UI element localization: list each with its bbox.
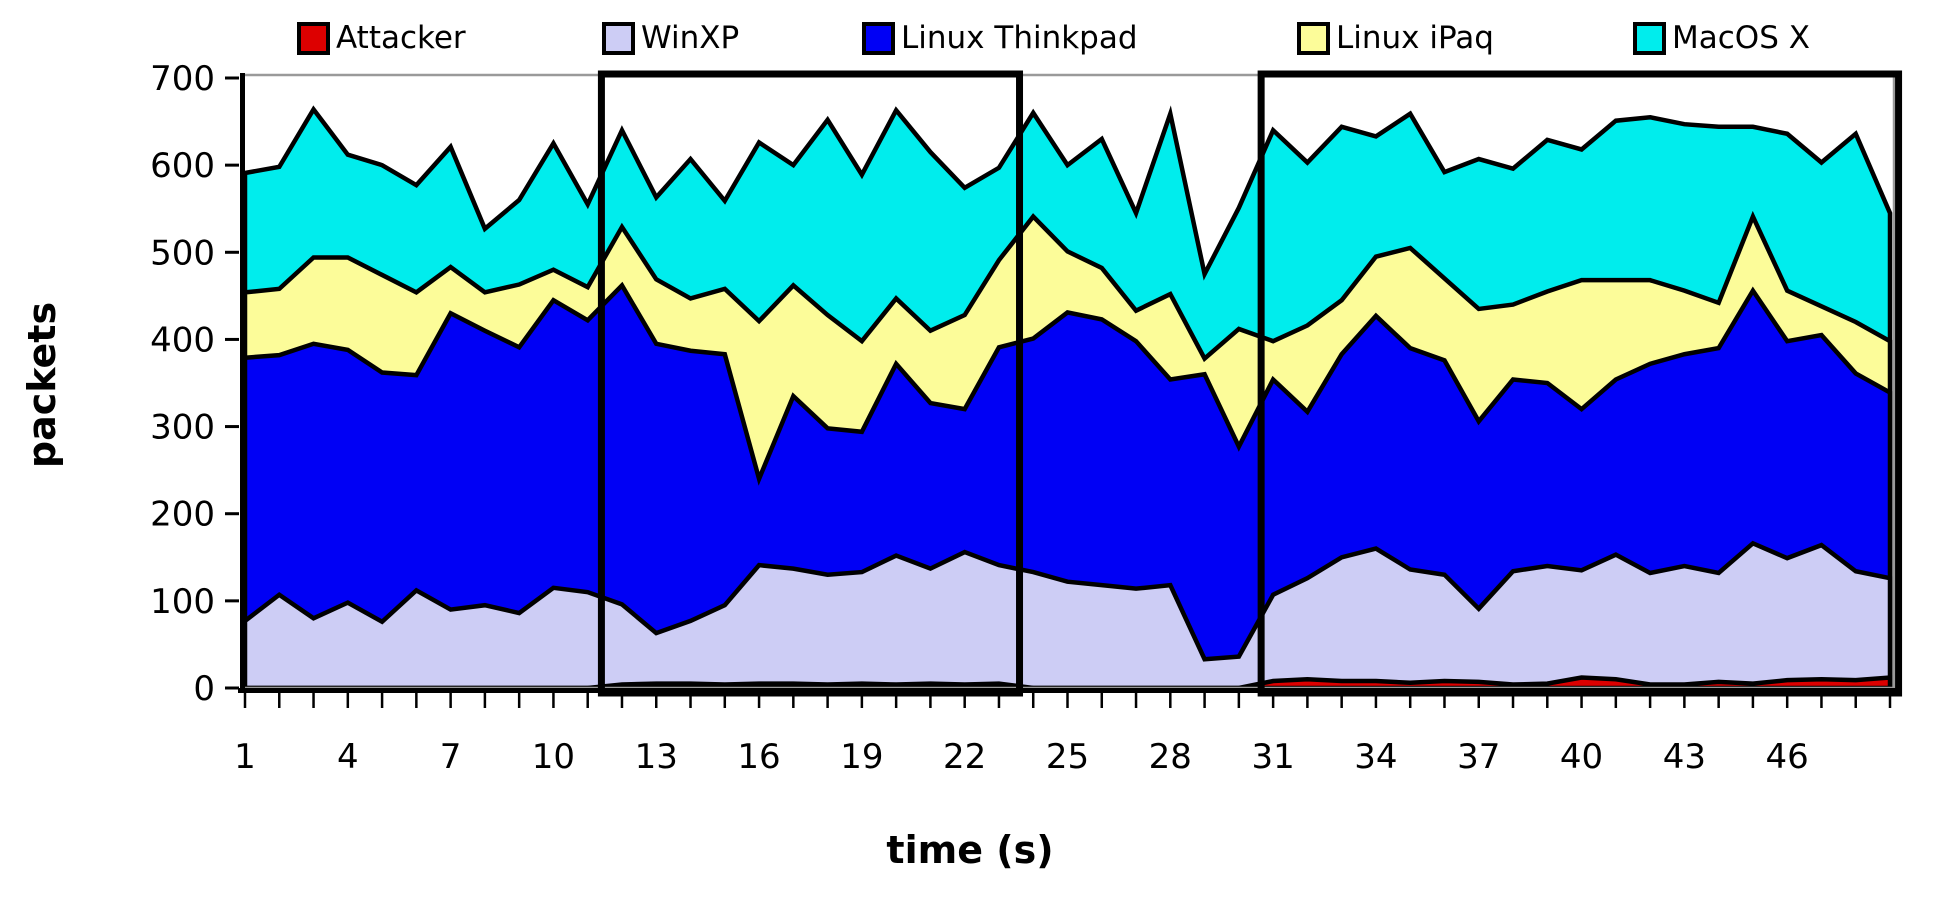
legend-item-winxp: WinXP [602,20,739,56]
legend-item-linux-ipaq: Linux iPaq [1297,20,1494,56]
legend-item-macos-x: MacOS X [1633,20,1810,56]
x-tick-label: 4 [337,737,359,777]
legend-swatch-macos-x [1633,21,1666,55]
y-tick-label: 600 [150,146,215,186]
chart-legend: Attacker WinXP Linux Thinkpad Linux iPaq Mac… [0,0,1950,60]
x-tick-label: 43 [1663,737,1706,777]
x-tick-label: 40 [1560,737,1603,777]
series-area-linux-thinkpad [242,281,1893,691]
x-tick-label: 22 [943,737,986,777]
legend-label-attacker: Attacker [336,20,466,56]
legend-item-attacker: Attacker [297,20,466,56]
x-tick-label: 25 [1046,737,1089,777]
legend-label-macos-x: MacOS X [1672,20,1810,56]
x-tick-label: 37 [1457,737,1500,777]
legend-label-linux-ipaq: Linux iPaq [1336,20,1494,56]
y-axis-ticks: 0 100 200 300 400 500 600 700 [150,59,239,709]
y-tick-label: 400 [150,320,215,360]
x-tick-label: 46 [1766,737,1809,777]
legend-swatch-winxp [602,21,635,55]
x-tick-label: 16 [737,737,780,777]
y-tick-label: 300 [150,408,215,448]
legend-item-linux-thinkpad: Linux Thinkpad [862,20,1138,56]
y-tick-label: 500 [150,233,215,273]
series-area-winxp [242,540,1893,691]
legend-label-linux-thinkpad: Linux Thinkpad [901,20,1138,56]
y-tick-label: 700 [150,59,215,99]
x-tick-label: 28 [1149,737,1192,777]
y-tick-label: 200 [150,495,215,535]
y-tick-label: 0 [193,669,215,709]
legend-label-winxp: WinXP [641,20,740,56]
x-tick-label: 1 [234,737,256,777]
legend-swatch-linux-thinkpad [862,21,895,55]
x-tick-label: 10 [532,737,575,777]
legend-swatch-linux-ipaq [1297,21,1330,55]
attack-window-box-2 [1257,70,1903,697]
y-axis-title: packets [20,301,64,469]
x-tick-label: 31 [1251,737,1294,777]
legend-swatch-attacker [297,21,330,55]
x-tick-label: 13 [635,737,678,777]
x-tick-label: 34 [1354,737,1397,777]
y-tick-label: 100 [150,582,215,622]
x-tick-label: 7 [440,737,462,777]
x-axis-title: time (s) [886,828,1054,872]
attack-window-box-1 [597,70,1024,697]
x-tick-label: 19 [840,737,883,777]
x-axis-ticks: 1 4 7 10 13 16 19 22 25 28 31 34 37 40 43 46 [234,693,1892,777]
